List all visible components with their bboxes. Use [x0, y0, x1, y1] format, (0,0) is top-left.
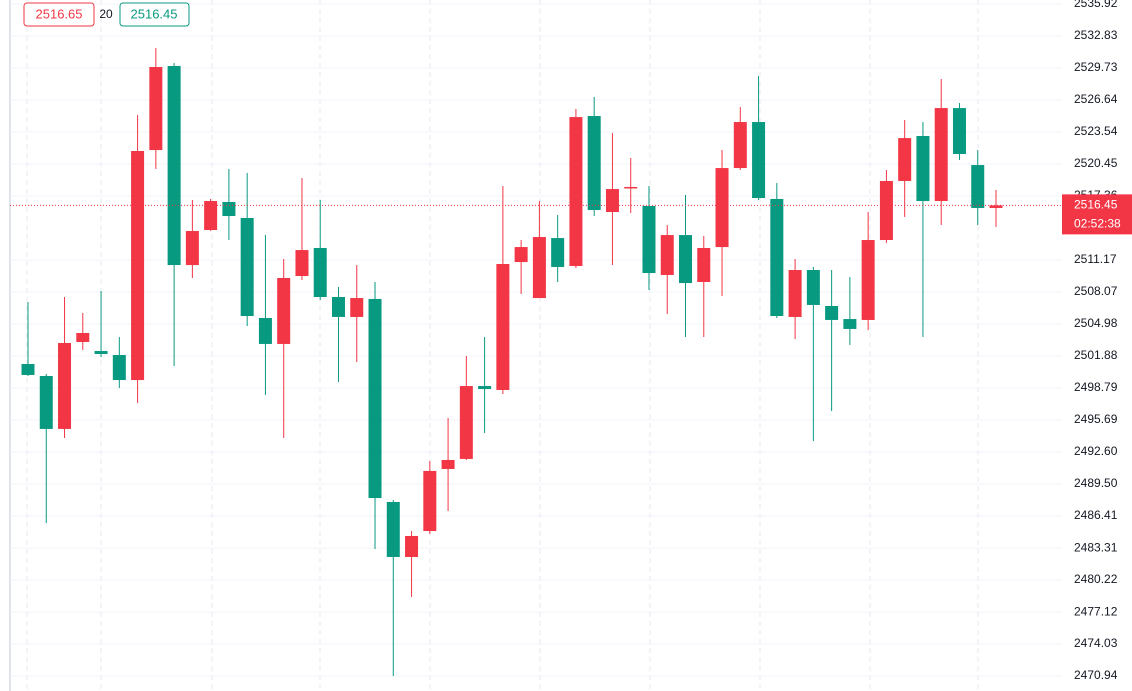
y-tick-label: 2486.41: [1074, 508, 1118, 522]
buy-box[interactable]: [119, 2, 190, 27]
candle-body: [770, 198, 784, 317]
y-tick-label: 2495.69: [1074, 412, 1118, 426]
y-tick-label: 2477.12: [1074, 604, 1118, 618]
candle-body: [459, 386, 473, 459]
candle-body: [514, 247, 528, 263]
candle-body: [185, 231, 199, 266]
candle-body: [76, 332, 90, 342]
candle-body: [350, 298, 364, 317]
candle-body: [806, 270, 820, 305]
candle-body: [825, 305, 839, 320]
candle-body: [532, 237, 546, 299]
candle-body: [331, 296, 345, 317]
candle-body: [112, 355, 126, 381]
y-tick-label: 2526.64: [1074, 92, 1118, 106]
candle-body: [788, 270, 802, 317]
buy-price[interactable]: 2516.45: [131, 6, 178, 21]
candle-body: [551, 238, 565, 268]
candle-body: [587, 116, 601, 211]
candle-body: [204, 201, 218, 230]
candle-body: [642, 205, 656, 274]
candle-body: [861, 240, 875, 320]
y-tick-label: 2492.60: [1074, 444, 1118, 458]
candle-body: [368, 298, 382, 499]
candle-body: [971, 165, 985, 208]
candle-body: [21, 364, 35, 375]
candle-body: [624, 186, 638, 189]
y-tick-label: 2489.50: [1074, 476, 1118, 490]
y-tick-label: 2520.45: [1074, 156, 1118, 170]
y-tick-label: 2511.17: [1074, 252, 1117, 266]
candle-body: [39, 376, 53, 429]
plot: [10, 47, 1062, 677]
candle-body: [313, 247, 327, 297]
candle-body: [569, 117, 583, 266]
candle-body: [386, 501, 400, 557]
candle-body: [131, 150, 145, 381]
candle-body: [715, 168, 729, 248]
candle-body: [605, 189, 619, 212]
candle-body: [94, 350, 108, 354]
candle-body: [58, 343, 72, 429]
candle-body: [258, 317, 272, 344]
candle-body: [697, 247, 711, 283]
candle-body: [879, 180, 893, 241]
candle-body: [405, 535, 419, 557]
candle-body: [277, 277, 291, 344]
y-tick-label: 2498.79: [1074, 380, 1118, 394]
y-tick-label: 2474.03: [1074, 636, 1118, 650]
candle-body: [478, 386, 492, 390]
y-tick-label: 2501.88: [1074, 348, 1118, 362]
candle-body: [222, 201, 236, 217]
sell-box[interactable]: [23, 2, 95, 27]
candle-body: [679, 235, 693, 284]
candle-body: [952, 108, 966, 154]
candle-body: [149, 67, 163, 151]
candle-body: [660, 235, 674, 275]
candle-body: [898, 138, 912, 181]
last-price-box: [1062, 194, 1132, 235]
candle-body: [752, 122, 766, 199]
last-price-label: 2516.45: [1074, 198, 1118, 212]
candle-body: [733, 122, 747, 169]
y-tick-label: 2480.22: [1074, 572, 1118, 586]
candle-body: [441, 459, 455, 469]
candle-body: [916, 135, 930, 202]
y-tick-label: 2529.73: [1074, 60, 1118, 74]
candle-body: [989, 205, 1003, 208]
y-tick-label: 2508.07: [1074, 284, 1118, 298]
candle-body: [934, 108, 948, 202]
candle-body: [843, 319, 857, 329]
y-tick-label: 2535.92: [1074, 0, 1118, 10]
candle-body: [167, 65, 181, 266]
y-tick-label: 2470.94: [1074, 668, 1118, 682]
spread: 20: [99, 7, 113, 21]
candle-body: [423, 470, 437, 532]
y-tick-label: 2504.98: [1074, 316, 1118, 330]
countdown-label: 02:52:38: [1074, 217, 1121, 231]
candle-body: [295, 250, 309, 277]
y-tick-label: 2532.83: [1074, 28, 1118, 42]
candle-body: [240, 217, 254, 317]
y-tick-label: 2523.54: [1074, 124, 1118, 138]
candle-body: [496, 264, 510, 390]
sell-price[interactable]: 2516.65: [36, 6, 83, 21]
y-tick-label: 2483.31: [1074, 540, 1118, 554]
